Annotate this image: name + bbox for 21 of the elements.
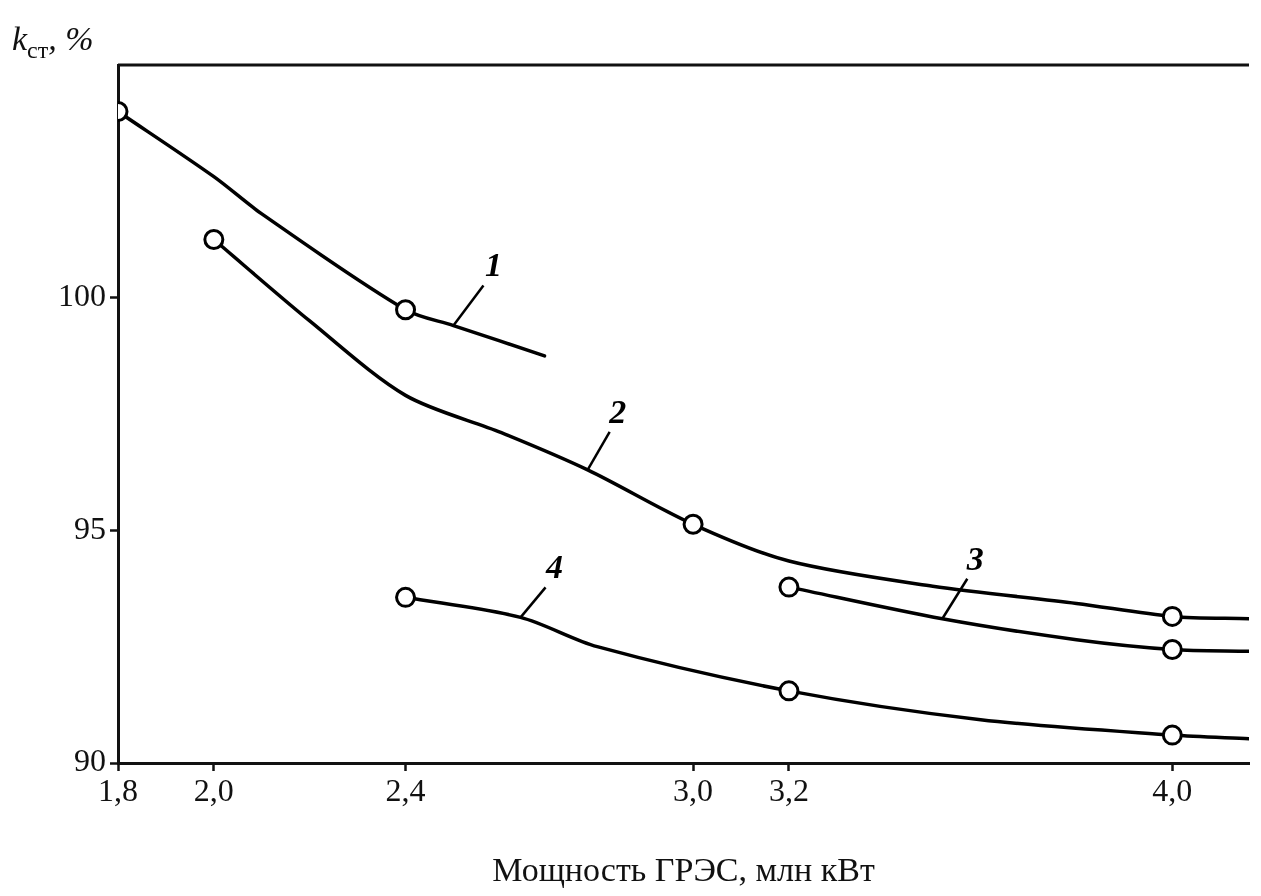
x-tick-label: 2,4 [385,771,426,808]
series-label: 3 [965,539,984,577]
point [682,513,704,535]
point [203,229,225,250]
x-tick-label: 3,0 [673,771,714,808]
series-label: 1 [484,246,502,284]
series-label: 4 [545,548,564,586]
series-label: 2 [608,392,627,430]
x-axis-title: Мощность ГРЭС, млн кВт [492,850,875,888]
x-tick-label: 4,0 [1152,771,1193,808]
y-tick-label: 100 [58,277,106,314]
point [395,586,417,608]
point [1161,638,1183,660]
y-axis-title: k$_{ст}$, % [12,20,94,64]
point [778,576,800,598]
point [1161,724,1183,746]
point [778,680,800,702]
y-tick-label: 95 [74,509,106,546]
x-tick-label: 2,0 [193,771,234,808]
x-tick-label: 3,2 [768,771,809,808]
point [1161,605,1183,627]
